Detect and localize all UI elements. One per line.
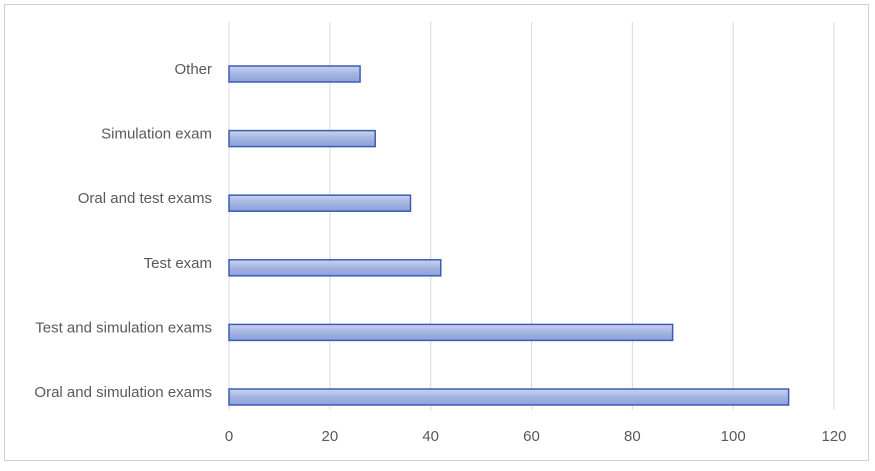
- y-tick-label: Test and simulation exams: [35, 319, 212, 336]
- x-tick-label: 60: [523, 428, 540, 445]
- bar: [228, 65, 361, 83]
- y-tick-label: Other: [174, 61, 212, 78]
- y-tick-label: Oral and simulation exams: [34, 384, 212, 401]
- y-tick-label: Oral and test exams: [78, 190, 212, 207]
- x-tick-label: 40: [422, 428, 439, 445]
- bar: [228, 323, 674, 342]
- bar: [228, 259, 442, 277]
- x-tick-label: 0: [225, 428, 233, 445]
- x-tick-label: 120: [821, 428, 846, 445]
- bar: [228, 129, 376, 148]
- bar: [228, 194, 412, 212]
- y-tick-label: Simulation exam: [101, 126, 212, 143]
- y-tick-label: Test exam: [144, 255, 212, 272]
- x-tick-label: 100: [721, 428, 746, 445]
- x-tick-label: 80: [624, 428, 641, 445]
- x-tick-label: 20: [321, 428, 338, 445]
- bar: [228, 388, 790, 406]
- chart-frame: [4, 4, 869, 461]
